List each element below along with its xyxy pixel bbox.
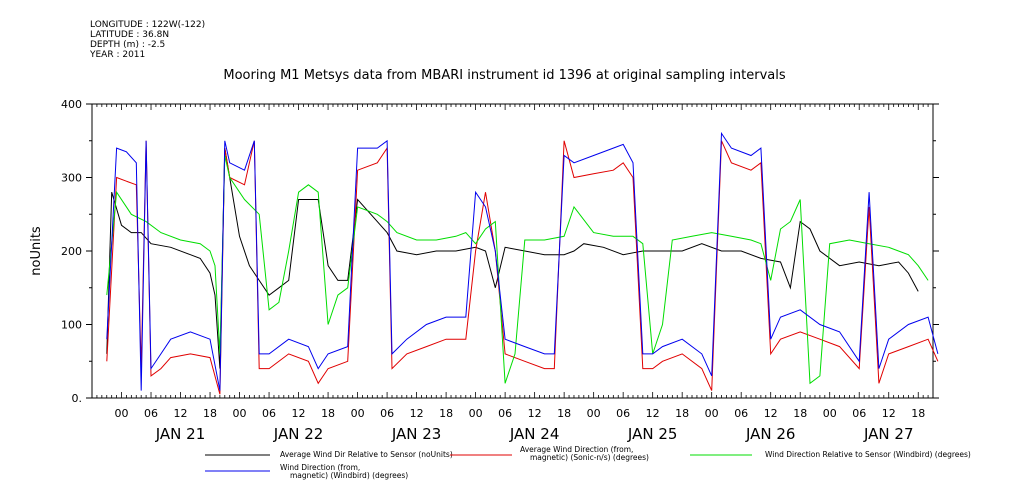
day-label: JAN 24 — [509, 425, 560, 443]
day-label: JAN 22 — [273, 425, 324, 443]
latitude-label: LATITUDE : 36.8N — [90, 30, 170, 40]
y-tick-label: 200 — [61, 245, 82, 258]
x-tick-label: 12 — [410, 407, 424, 420]
series-line-4 — [106, 131, 939, 391]
x-tick-label: 06 — [852, 407, 866, 420]
x-tick-label: 18 — [439, 407, 453, 420]
legend-label-1: Average Wind Dir Relative to Sensor (noU… — [280, 450, 453, 459]
y-tick-label: 100 — [61, 319, 82, 332]
y-axis-label: noUnits — [29, 226, 44, 276]
legend-label-4: Wind Direction (from, — [280, 463, 360, 472]
y-tick-label: 0. — [72, 392, 83, 405]
x-tick-label: 00 — [115, 407, 129, 420]
x-tick-label: 00 — [233, 407, 247, 420]
day-label: JAN 23 — [391, 425, 442, 443]
legend-label-2-line2: magnetic) (Sonic-n/s) (degrees) — [530, 453, 649, 462]
x-tick-label: 06 — [262, 407, 276, 420]
x-tick-label: 06 — [144, 407, 158, 420]
series-line-2 — [106, 140, 939, 395]
x-tick-label: 00 — [705, 407, 719, 420]
chart-title: Mooring M1 Metsys data from MBARI instru… — [223, 68, 786, 83]
series-line-3 — [106, 155, 929, 385]
x-tick-label: 18 — [203, 407, 217, 420]
x-tick-label: 12 — [764, 407, 778, 420]
x-tick-label: 06 — [616, 407, 630, 420]
x-tick-label: 12 — [174, 407, 188, 420]
y-tick-label: 400 — [61, 98, 82, 111]
x-tick-label: 12 — [292, 407, 306, 420]
x-tick-label: 12 — [882, 407, 896, 420]
legend-label-2: Average Wind Direction (from, — [520, 445, 633, 454]
x-tick-label: 00 — [469, 407, 483, 420]
x-tick-label: 00 — [351, 407, 365, 420]
x-tick-label: 12 — [646, 407, 660, 420]
plot-frame — [91, 103, 934, 399]
longitude-label: LONGITUDE : 122W(-122) — [90, 20, 206, 30]
x-tick-label: 18 — [321, 407, 335, 420]
series-line-1 — [106, 148, 919, 369]
day-label: JAN 25 — [627, 425, 678, 443]
y-tick-label: 300 — [61, 172, 82, 185]
day-label: JAN 26 — [745, 425, 796, 443]
x-tick-label: 18 — [557, 407, 571, 420]
day-label: JAN 27 — [863, 425, 914, 443]
x-tick-label: 00 — [587, 407, 601, 420]
legend-label-4-line2: magnetic) (Windbird) (degrees) — [290, 471, 408, 480]
day-label: JAN 21 — [155, 425, 206, 443]
x-tick-label: 06 — [498, 407, 512, 420]
x-tick-label: 00 — [823, 407, 837, 420]
x-tick-label: 06 — [734, 407, 748, 420]
year-label: YEAR : 2011 — [90, 50, 146, 60]
depth-label: DEPTH (m) : -2.5 — [90, 40, 166, 50]
metadata-block: LONGITUDE : 122W(-122) LATITUDE : 36.8N … — [90, 20, 205, 60]
legend-label-3: Wind Direction Relative to Sensor (Windb… — [765, 450, 971, 459]
x-tick-label: 18 — [793, 407, 807, 420]
x-tick-label: 18 — [675, 407, 689, 420]
x-tick-label: 06 — [380, 407, 394, 420]
x-tick-label: 12 — [528, 407, 542, 420]
x-tick-label: 18 — [911, 407, 925, 420]
